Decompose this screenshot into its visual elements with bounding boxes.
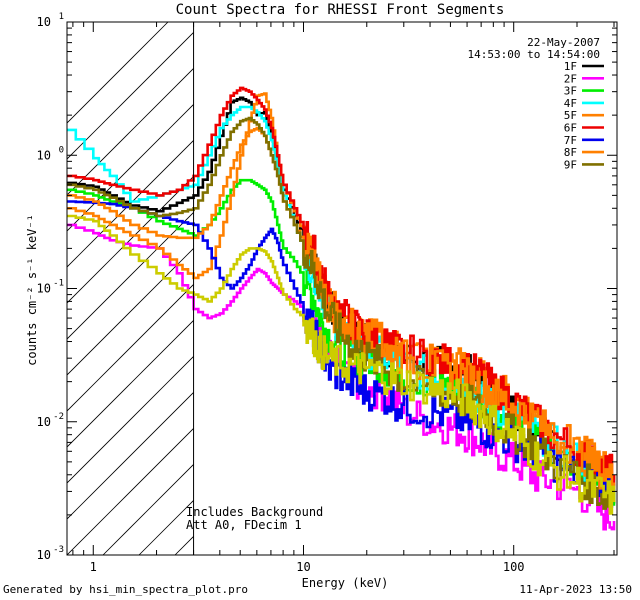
legend-label-2F: 2F bbox=[564, 72, 577, 85]
y-tick-label: 10 bbox=[37, 15, 51, 29]
footer-generated-by: Generated by hsi_min_spectra_plot.pro bbox=[3, 583, 249, 596]
y-tick-exponent: -1 bbox=[53, 279, 64, 289]
y-tick-exponent: -3 bbox=[53, 545, 64, 555]
legend-label-3F: 3F bbox=[564, 85, 577, 98]
y-tick-label: 10 bbox=[37, 415, 51, 429]
y-tick-label: 10 bbox=[37, 548, 51, 562]
x-tick-label: 1 bbox=[90, 560, 97, 574]
legend-label-1F: 1F bbox=[564, 60, 577, 73]
series-line-8F bbox=[67, 126, 616, 490]
hatch-line bbox=[67, 247, 194, 376]
legend-label-6F: 6F bbox=[564, 122, 577, 135]
hatch-line bbox=[67, 283, 194, 412]
hatch-line bbox=[67, 67, 194, 196]
note-background: Includes Background bbox=[186, 505, 323, 519]
note-attenuator: Att A0, FDecim 1 bbox=[186, 518, 302, 532]
legend-label-4F: 4F bbox=[564, 97, 577, 110]
hatch-line bbox=[67, 355, 194, 484]
hatch-line bbox=[67, 427, 194, 555]
y-tick-label: 10 bbox=[37, 282, 51, 296]
time-range-label: 14:53:00 to 14:54:00 bbox=[468, 48, 600, 61]
legend-label-7F: 7F bbox=[564, 134, 577, 147]
y-tick-label: 10 bbox=[37, 148, 51, 162]
x-axis-label: Energy (keV) bbox=[302, 576, 389, 590]
y-tick-exponent: 0 bbox=[59, 145, 64, 155]
hatch-line bbox=[67, 391, 194, 520]
legend-label-5F: 5F bbox=[564, 109, 577, 122]
hatch-line bbox=[67, 175, 194, 304]
series-line-9F bbox=[67, 116, 616, 510]
background-hatch-region bbox=[67, 22, 194, 555]
hatch-line bbox=[67, 103, 194, 232]
legend-label-9F: 9F bbox=[564, 158, 577, 171]
hatch-line bbox=[67, 31, 194, 160]
hatch-line bbox=[67, 22, 169, 124]
x-tick-label: 10 bbox=[296, 560, 310, 574]
series-layer bbox=[67, 86, 616, 531]
series-line-yellow bbox=[67, 214, 616, 515]
series-line-2F bbox=[67, 223, 616, 531]
footer-timestamp: 11-Apr-2023 13:50 bbox=[519, 583, 632, 596]
y-tick-exponent: 1 bbox=[59, 12, 64, 22]
x-tick-label: 100 bbox=[503, 560, 525, 574]
date-label: 22-May-2007 bbox=[527, 36, 600, 49]
y-tick-exponent: -2 bbox=[53, 412, 64, 422]
legend-label-8F: 8F bbox=[564, 146, 577, 159]
hatch-line bbox=[102, 463, 194, 555]
chart-title: Count Spectra for RHESSI Front Segments bbox=[176, 2, 505, 18]
y-axis-label: counts cm⁻² s⁻¹ keV⁻¹ bbox=[25, 214, 39, 366]
hatch-line bbox=[67, 211, 194, 340]
